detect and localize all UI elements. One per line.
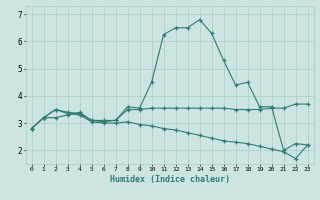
X-axis label: Humidex (Indice chaleur): Humidex (Indice chaleur) <box>109 175 230 184</box>
